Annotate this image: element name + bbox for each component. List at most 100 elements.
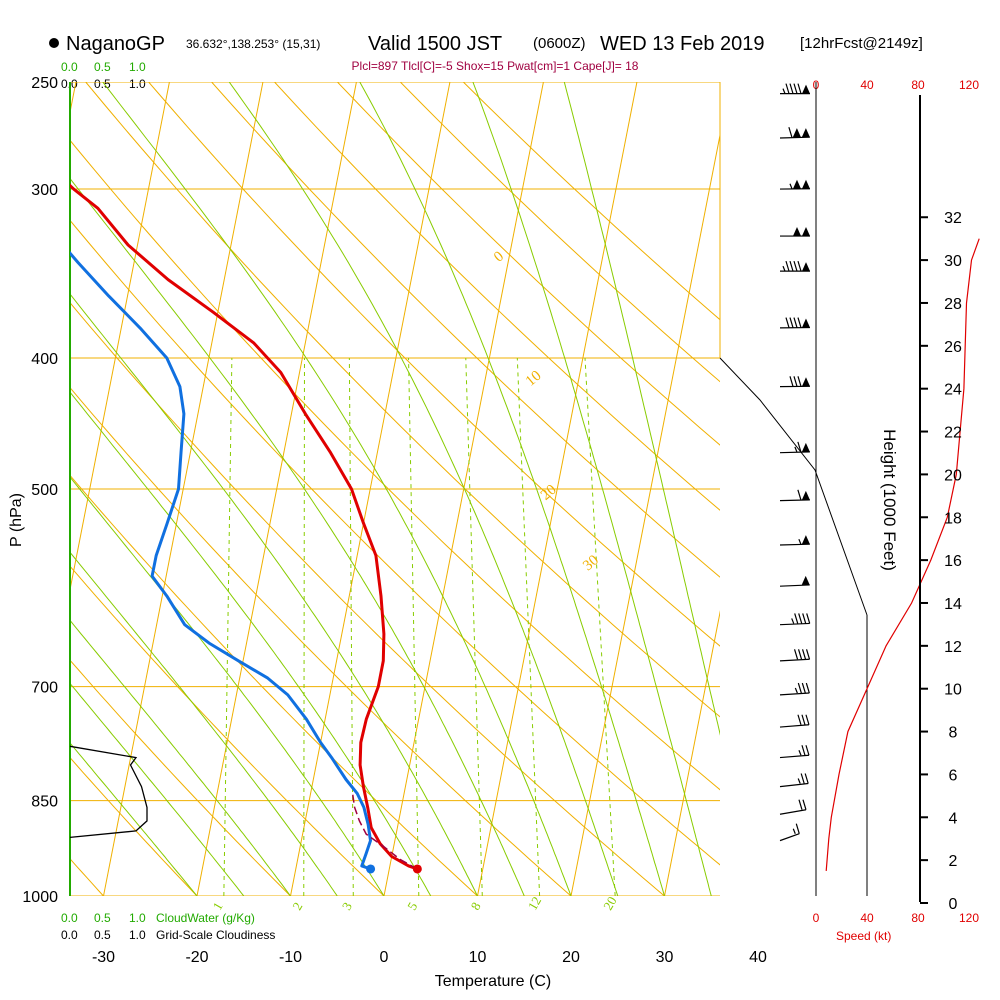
wind-barb-feather [797, 682, 802, 694]
wind-barb [780, 227, 810, 237]
dry-adiabat-line [70, 219, 720, 866]
wind-barb-half [791, 618, 795, 624]
cloudiness-line [69, 745, 148, 839]
pressure-tick-label: 400 [31, 351, 58, 368]
wind-barb [780, 83, 810, 95]
isotherm-line [477, 82, 638, 896]
wind-barb [779, 745, 810, 759]
y-axis-title: P (hPa) [8, 493, 25, 547]
moist-adiabat-line [228, 82, 619, 896]
wind-barb-half [782, 265, 786, 272]
mixing-ratio-label: 8 [468, 899, 484, 912]
surface-dewpoint-dot [366, 864, 376, 874]
dry-adiabat-label: 0 [491, 249, 507, 266]
mixing-ratio-label: 20 [600, 894, 619, 913]
dry-adiabat-line [273, 82, 720, 511]
mixing-ratio-label: 3 [339, 899, 355, 912]
dry-adiabat-label: 10 [523, 368, 545, 390]
wind-barb [779, 773, 809, 788]
mixing-ratio-line [348, 357, 354, 896]
wind-barb-feather [794, 613, 799, 624]
wind-barb-feather [789, 83, 794, 94]
zulu-time: (0600Z) [533, 35, 586, 52]
parcel-line [351, 793, 418, 870]
wind-barb [779, 682, 810, 696]
wind-barb-feather [797, 83, 802, 94]
wind-pennant [801, 318, 810, 328]
wind-barb [779, 179, 810, 190]
mixing-ratio-line [408, 357, 420, 896]
dry-adiabat-line [85, 82, 720, 718]
wind-barb-feather [801, 682, 806, 694]
wind-barb-staff [779, 724, 810, 728]
wind-barb-feather [797, 376, 802, 387]
thermo-grid [70, 82, 720, 896]
wind-barb-feather [798, 799, 803, 810]
dry-adiabat-line [336, 82, 720, 446]
wind-pennant [802, 262, 810, 272]
wind-barb-feather [797, 441, 802, 453]
wind-barb-feather [785, 317, 790, 328]
wind-barb-feather [801, 649, 807, 660]
station-dot-icon [49, 38, 59, 48]
speed-top-tick: 40 [860, 78, 874, 92]
moist-adiabat-line [359, 82, 665, 896]
wind-barb-staff [779, 543, 810, 546]
mixing-ratio-line [465, 357, 483, 896]
wind-barb-feather [798, 613, 803, 624]
dry-adiabat-line [462, 82, 720, 321]
moist-adiabat-line [472, 82, 712, 896]
wind-barb-feather [793, 649, 799, 660]
wind-barb-half [794, 687, 798, 694]
wind-pennant [802, 84, 810, 94]
wind-barb-feather [797, 260, 802, 272]
temperature-line [70, 183, 418, 871]
wind-barb-feather [805, 745, 810, 756]
wind-barb-feather [802, 799, 807, 810]
cloudwater-top-tick: 0.0 [61, 60, 78, 74]
wind-barb [779, 799, 807, 815]
surface-temperature-dot [412, 864, 422, 874]
cloudwater-label: CloudWater (g/Kg) [156, 911, 255, 925]
wind-barb [779, 317, 810, 329]
wind-panel [719, 82, 980, 896]
height-tick-label: 26 [944, 339, 962, 356]
wind-barb-feather [806, 613, 811, 624]
wind-barb [779, 575, 810, 587]
speed-bottom-tick: 80 [911, 911, 925, 925]
wind-barb-feather [785, 83, 790, 94]
station-name: NaganoGP [66, 33, 165, 55]
temperature-tick-label: 20 [562, 949, 580, 966]
moist-adiabat-line [563, 82, 720, 736]
wind-barb-staff [779, 658, 810, 662]
dry-adiabat-line [399, 82, 720, 383]
wind-barb-half [798, 538, 802, 545]
wind-barb-feather [789, 317, 794, 328]
wind-barb [779, 714, 810, 728]
wind-barb-half [782, 88, 786, 94]
pressure-tick-label: 250 [31, 75, 58, 92]
wind-barb [779, 489, 810, 502]
speed-top-tick: 80 [911, 78, 925, 92]
speed-top-tick: 120 [959, 78, 979, 92]
mixing-ratio-label: 2 [289, 899, 305, 912]
wind-barb-feather [793, 376, 798, 387]
wind-pennant [802, 227, 810, 237]
isotherm-line [290, 82, 451, 896]
valid-date: WED 13 Feb 2019 [600, 33, 765, 55]
height-tick-label: 4 [949, 810, 958, 827]
wind-barb-feather [789, 260, 794, 272]
dry-adiabat-label: 10 [0, 170, 4, 192]
height-tick-label: 24 [944, 382, 962, 399]
dry-adiabat-line [70, 756, 198, 896]
wind-pennant [801, 575, 810, 585]
cloudwater-bottom-tick: 0.5 [94, 911, 111, 925]
moist-adiabat-line [70, 177, 525, 896]
x-axis-title: Temperature (C) [435, 973, 551, 990]
height-tick-label: 30 [944, 253, 962, 270]
wind-barb-half [792, 828, 796, 834]
